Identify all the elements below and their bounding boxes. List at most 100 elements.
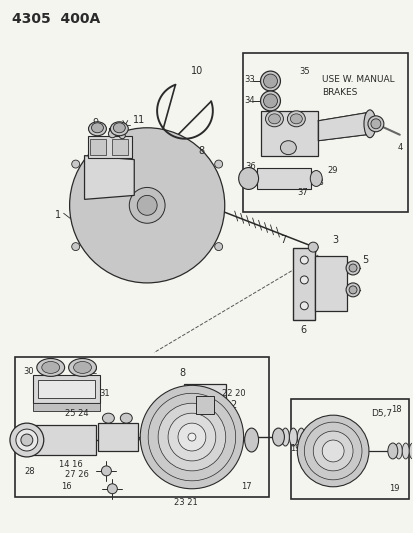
Text: 33: 33: [244, 75, 254, 84]
Ellipse shape: [394, 443, 401, 459]
Bar: [98, 423, 138, 451]
Circle shape: [297, 415, 368, 487]
Ellipse shape: [244, 428, 258, 452]
Text: 3: 3: [331, 235, 337, 245]
Text: 25 24: 25 24: [64, 409, 88, 418]
Text: 16: 16: [61, 482, 72, 491]
Ellipse shape: [120, 413, 132, 423]
Bar: [90, 139, 106, 155]
Circle shape: [137, 196, 157, 215]
Text: 37: 37: [296, 188, 307, 197]
Ellipse shape: [313, 428, 320, 446]
Text: 36: 36: [244, 162, 255, 171]
Text: 38: 38: [312, 178, 323, 187]
Circle shape: [108, 130, 116, 138]
Ellipse shape: [113, 123, 125, 133]
Ellipse shape: [74, 361, 91, 374]
Ellipse shape: [265, 111, 283, 127]
Circle shape: [214, 160, 222, 168]
Text: 22 20: 22 20: [221, 389, 245, 398]
Circle shape: [10, 423, 44, 457]
Text: 5: 5: [361, 255, 367, 265]
Ellipse shape: [401, 443, 408, 459]
Ellipse shape: [287, 111, 304, 127]
Circle shape: [158, 403, 225, 471]
Polygon shape: [84, 156, 134, 199]
Circle shape: [71, 243, 79, 251]
Ellipse shape: [408, 443, 413, 459]
Text: 17: 17: [241, 482, 252, 491]
Bar: [260, 111, 318, 156]
Circle shape: [79, 138, 214, 273]
Ellipse shape: [367, 116, 383, 132]
Ellipse shape: [110, 122, 128, 136]
Text: 28: 28: [24, 467, 35, 477]
Circle shape: [299, 256, 308, 264]
Bar: [242, 53, 407, 212]
Circle shape: [21, 434, 33, 446]
Text: 14 16: 14 16: [59, 461, 82, 470]
Bar: [112, 139, 128, 155]
Circle shape: [308, 242, 318, 252]
Ellipse shape: [370, 119, 380, 129]
Circle shape: [129, 188, 165, 223]
Text: D5,7: D5,7: [370, 409, 391, 418]
Text: 10: 10: [190, 66, 202, 76]
Ellipse shape: [88, 122, 106, 136]
Circle shape: [321, 440, 343, 462]
Text: 27 26: 27 26: [64, 470, 88, 479]
Text: 18: 18: [391, 405, 401, 414]
Circle shape: [101, 466, 111, 476]
Text: 2: 2: [230, 400, 236, 410]
Text: 19: 19: [389, 484, 399, 493]
Text: 15: 15: [19, 429, 30, 438]
Circle shape: [188, 433, 195, 441]
Bar: [314, 256, 346, 311]
Ellipse shape: [272, 428, 284, 446]
Text: 11: 11: [133, 115, 145, 125]
Circle shape: [89, 148, 204, 263]
Text: 12: 12: [87, 367, 97, 376]
Bar: [183, 384, 225, 426]
Ellipse shape: [281, 428, 289, 446]
Circle shape: [299, 276, 308, 284]
Ellipse shape: [69, 359, 96, 376]
Circle shape: [178, 423, 205, 451]
Text: 29: 29: [326, 166, 337, 175]
Ellipse shape: [260, 91, 280, 111]
Circle shape: [140, 385, 243, 489]
Text: 16: 16: [117, 445, 127, 454]
Ellipse shape: [91, 123, 103, 133]
Circle shape: [107, 484, 117, 494]
Ellipse shape: [345, 261, 359, 275]
Polygon shape: [318, 113, 365, 141]
Ellipse shape: [263, 74, 277, 88]
Bar: [38, 381, 95, 398]
Text: 35: 35: [298, 67, 309, 76]
Ellipse shape: [348, 264, 356, 272]
Circle shape: [119, 133, 125, 139]
Bar: [29, 425, 96, 455]
Ellipse shape: [268, 114, 280, 124]
Circle shape: [313, 431, 352, 471]
Bar: [87, 136, 132, 158]
Text: 19: 19: [290, 445, 300, 454]
Text: 23 21: 23 21: [174, 498, 197, 507]
Text: 30: 30: [24, 367, 34, 376]
Ellipse shape: [280, 141, 296, 155]
Ellipse shape: [102, 413, 114, 423]
Text: 8: 8: [178, 368, 185, 378]
Text: 31: 31: [99, 389, 109, 398]
Bar: [15, 358, 268, 497]
Ellipse shape: [289, 428, 297, 446]
Ellipse shape: [345, 283, 359, 297]
Circle shape: [148, 393, 235, 481]
Circle shape: [109, 167, 185, 243]
Circle shape: [131, 189, 163, 221]
Ellipse shape: [37, 359, 64, 376]
Ellipse shape: [260, 71, 280, 91]
Circle shape: [304, 422, 361, 480]
Bar: [291, 399, 408, 499]
Circle shape: [299, 302, 308, 310]
Circle shape: [121, 180, 173, 231]
